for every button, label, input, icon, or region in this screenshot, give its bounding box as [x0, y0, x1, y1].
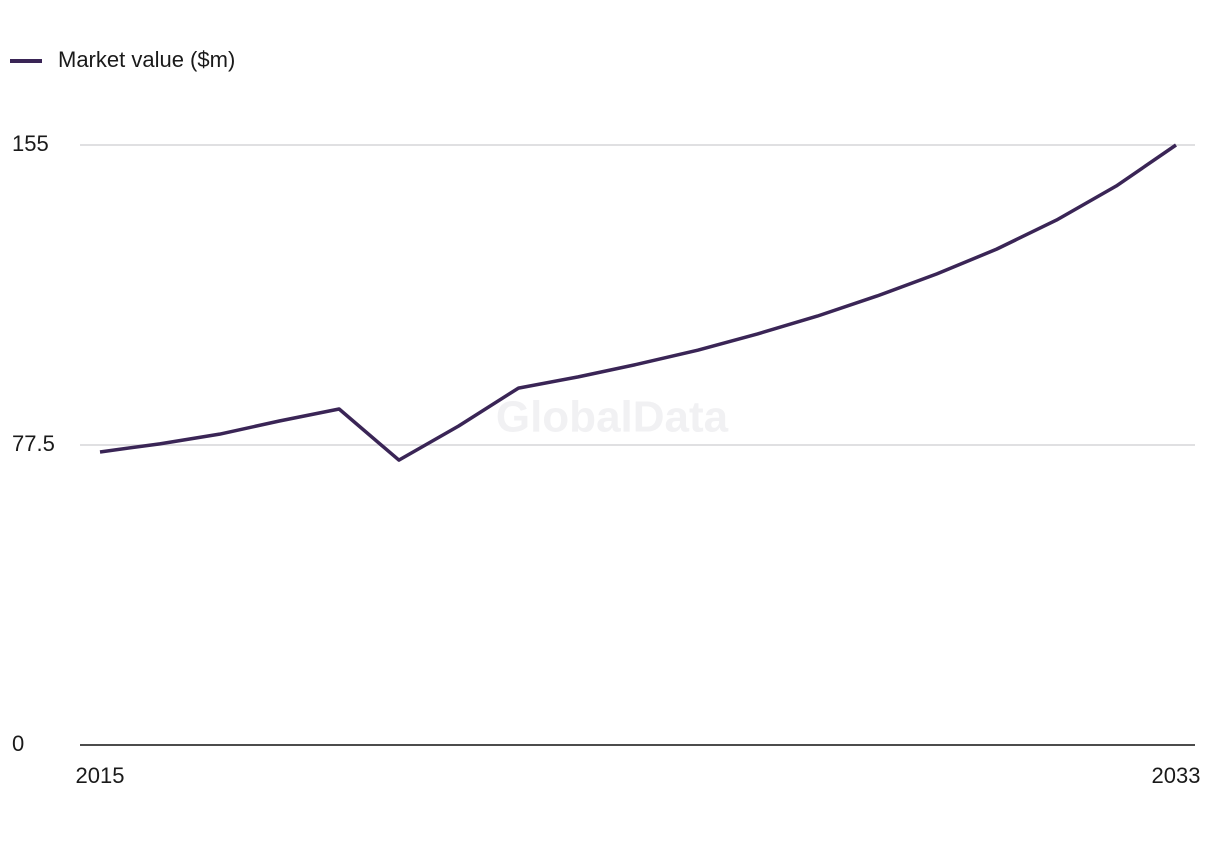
- line: [99, 143, 1177, 462]
- legend-label: Market value ($m): [58, 47, 235, 72]
- x-tick-label: 2033: [1152, 763, 1201, 788]
- y-tick-label: 0: [12, 731, 24, 756]
- watermark: GlobalData: [496, 393, 729, 442]
- y-tick-label: 155: [12, 131, 49, 156]
- x-tick-label: 2015: [76, 763, 125, 788]
- y-tick-label: 77.5: [12, 431, 55, 456]
